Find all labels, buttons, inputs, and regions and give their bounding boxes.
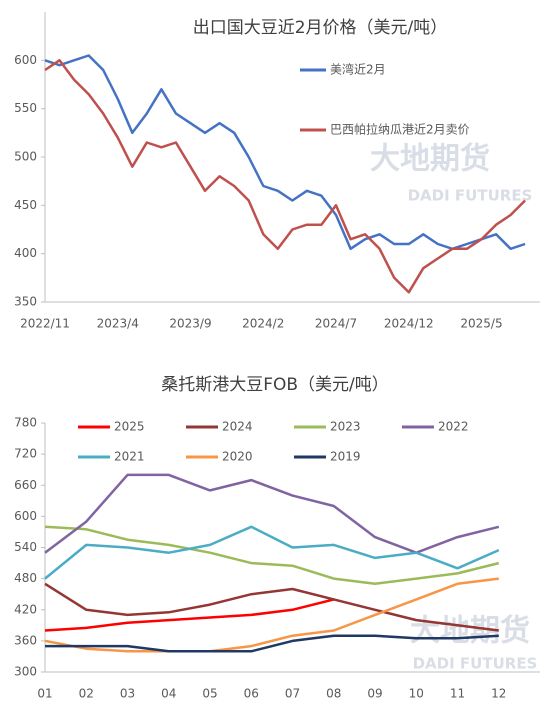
series-line: [44, 59, 526, 294]
y-tick-label: 540: [14, 540, 37, 554]
legend-label: 2021: [114, 450, 145, 464]
x-tick-label: 06: [244, 687, 259, 701]
x-tick-label: 04: [161, 687, 176, 701]
series-line: [44, 577, 499, 653]
chart-title: 桑托斯港大豆FOB（美元/吨）: [161, 375, 389, 395]
legend-label: 2023: [330, 420, 361, 434]
x-tick-label: 08: [326, 687, 341, 701]
legend-label: 美湾近2月: [330, 62, 386, 77]
x-tick-label: 11: [450, 687, 465, 701]
y-tick-label: 720: [14, 447, 37, 461]
x-tick-label: 09: [367, 687, 382, 701]
series-line: [44, 525, 500, 580]
legend-label: 2020: [222, 450, 253, 464]
series-line: [44, 582, 499, 632]
x-tick-label: 01: [37, 687, 52, 701]
x-tick-label: 2023/4: [97, 317, 139, 331]
y-tick-label: 360: [14, 633, 37, 647]
y-tick-label: 450: [14, 198, 37, 212]
legend-label: 2022: [438, 420, 469, 434]
y-tick-label: 420: [14, 602, 37, 616]
x-tick-label: 05: [202, 687, 217, 701]
y-tick-label: 350: [14, 295, 37, 309]
y-tick-label: 550: [14, 101, 37, 115]
x-tick-label: 2025/5: [460, 317, 502, 331]
legend-label: 2019: [330, 450, 361, 464]
y-tick-label: 600: [14, 53, 37, 67]
y-tick-label: 660: [14, 478, 37, 492]
x-tick-label: 07: [285, 687, 300, 701]
x-tick-label: 2023/9: [169, 317, 211, 331]
watermark: 大地期货: [370, 142, 490, 177]
y-tick-label: 400: [14, 246, 37, 260]
y-tick-label: 300: [14, 665, 37, 679]
x-tick-label: 10: [409, 687, 424, 701]
x-tick-label: 02: [79, 687, 94, 701]
x-tick-label: 2024/7: [315, 317, 357, 331]
watermark: DADI FUTURES: [413, 655, 538, 673]
watermark: 大地期货: [410, 614, 530, 649]
x-tick-label: 12: [491, 687, 506, 701]
y-tick-label: 600: [14, 509, 37, 523]
y-tick-label: 480: [14, 571, 37, 585]
legend-label: 2024: [222, 420, 253, 434]
x-tick-label: 03: [120, 687, 135, 701]
legend-label: 巴西帕拉纳瓜港近2月卖价: [330, 122, 470, 137]
series-line: [44, 525, 500, 586]
watermark: DADI FUTURES: [408, 187, 533, 205]
x-tick-label: 2024/2: [242, 317, 284, 331]
series-line: [44, 473, 500, 554]
x-tick-label: 2024/12: [384, 317, 434, 331]
series-line: [45, 634, 499, 653]
x-tick-label: 2022/11: [20, 317, 70, 331]
legend-label: 2025: [114, 420, 145, 434]
y-tick-label: 500: [14, 150, 37, 164]
series-line: [44, 54, 526, 251]
y-tick-label: 780: [14, 416, 37, 430]
series-line: [44, 598, 335, 632]
chart-title: 出口国大豆近2月价格（美元/吨）: [193, 18, 448, 38]
